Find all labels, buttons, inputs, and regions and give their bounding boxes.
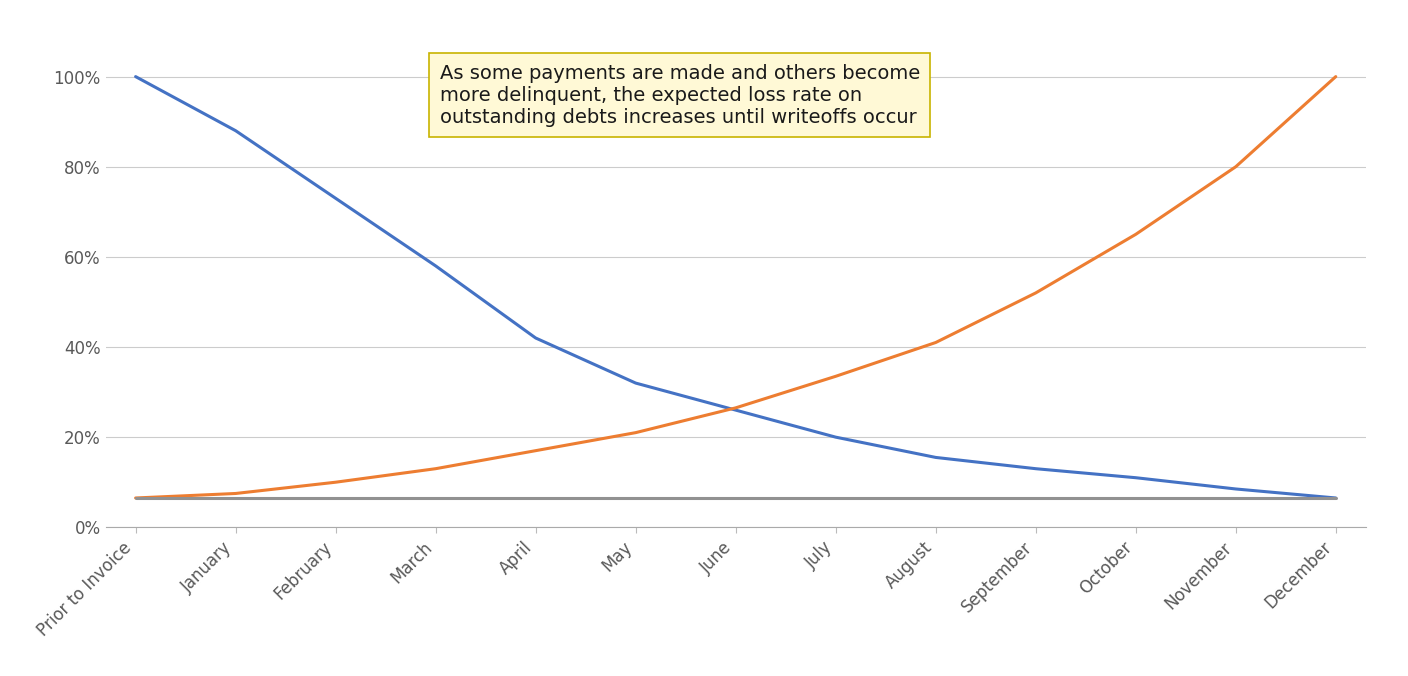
Text: As some payments are made and others become
more delinquent, the expected loss r: As some payments are made and others bec… — [439, 64, 919, 126]
